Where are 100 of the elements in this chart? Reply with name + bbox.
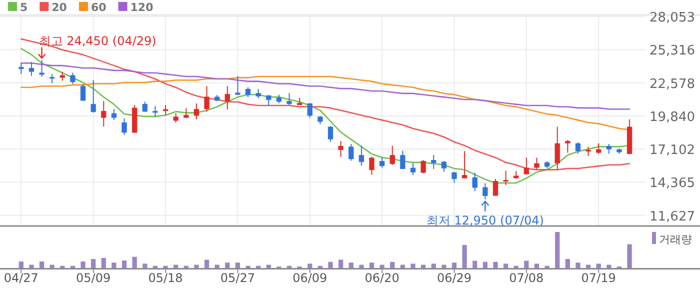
- bar: [101, 258, 106, 268]
- candlestick: [194, 102, 200, 120]
- candlestick: [328, 125, 334, 142]
- bar: [555, 232, 560, 268]
- legend-label: 20: [52, 1, 68, 14]
- bar: [39, 262, 44, 268]
- bar: [369, 262, 374, 268]
- bar: [596, 264, 601, 268]
- bar: [431, 264, 436, 268]
- bar: [380, 264, 384, 268]
- candlestick: [565, 140, 570, 154]
- candlestick: [204, 86, 210, 112]
- bar: [524, 260, 529, 268]
- candlestick: [307, 102, 312, 118]
- candlestick: [39, 60, 44, 78]
- legend-label: 거래량: [659, 233, 692, 246]
- candlestick: [235, 75, 240, 96]
- candlestick: [28, 61, 34, 76]
- candlestick: [369, 156, 374, 176]
- candlestick: [70, 72, 76, 84]
- y-tick-label: 14,365: [650, 176, 695, 192]
- bar: [225, 262, 230, 268]
- bar: [503, 264, 508, 268]
- candlestick: [472, 172, 478, 192]
- candlestick: [410, 162, 416, 176]
- candlestick: [18, 62, 24, 75]
- candlestick: [111, 108, 117, 121]
- bar: [586, 264, 591, 268]
- annotation: 최저 12,950 (07/04): [426, 213, 544, 228]
- bar: [18, 262, 24, 268]
- candlestick: [420, 160, 426, 174]
- bar: [122, 260, 127, 268]
- bar: [50, 264, 54, 268]
- y-tick-label: 17,102: [650, 143, 695, 158]
- x-tick-label: 05/18: [148, 271, 183, 285]
- bar: [29, 264, 34, 268]
- bar: [80, 262, 86, 268]
- candlestick: [575, 142, 581, 154]
- candlestick: [348, 144, 354, 162]
- bar: [400, 264, 405, 268]
- bar: [576, 262, 580, 268]
- line-series: [20, 62, 630, 110]
- candlestick: [184, 108, 189, 118]
- bar: [606, 264, 612, 268]
- x-tick-label: 07/19: [581, 271, 616, 285]
- x-tick-label: 07/08: [509, 271, 544, 285]
- candlestick: [492, 178, 498, 196]
- bar: [174, 264, 178, 268]
- x-tick-label: 06/29: [436, 271, 472, 285]
- bar: [472, 260, 478, 268]
- bar: [390, 262, 395, 268]
- candlestick: [80, 83, 86, 102]
- candlestick: [554, 126, 560, 170]
- legend-label: 5: [20, 1, 28, 14]
- bar: [266, 264, 271, 268]
- legend-label: 60: [90, 1, 107, 14]
- bar: [348, 262, 354, 268]
- bar: [359, 264, 364, 268]
- bar: [194, 264, 199, 268]
- candlestick: [245, 86, 251, 98]
- candlestick: [524, 157, 529, 175]
- candlestick: [503, 170, 508, 186]
- candlestick: [606, 144, 612, 154]
- candlestick: [452, 171, 457, 184]
- bar: [452, 262, 457, 268]
- candlestick: [50, 74, 55, 84]
- candlestick: [462, 150, 468, 179]
- x-tick-label: 06/20: [364, 271, 400, 285]
- bar: [442, 264, 446, 268]
- y-tick-label: 19,840: [650, 110, 695, 125]
- bar: [91, 259, 96, 268]
- bar: [482, 262, 488, 268]
- y-tick-label: 11,627: [650, 209, 695, 224]
- candlestick: [173, 112, 178, 124]
- candlestick: [400, 150, 406, 170]
- x-tick-label: 05/09: [76, 271, 111, 285]
- bar: [112, 262, 116, 268]
- annotation: 최고 24,450 (04/29): [38, 34, 156, 48]
- candlestick: [122, 118, 127, 136]
- candlestick: [379, 156, 385, 168]
- bar: [132, 256, 137, 268]
- candlestick: [286, 92, 292, 106]
- candlestick: [534, 157, 540, 170]
- candlestick: [224, 86, 230, 110]
- x-tick-label: 05/27: [220, 271, 255, 285]
- bar: [142, 264, 148, 268]
- bar: [338, 260, 344, 268]
- bar: [214, 264, 220, 268]
- bar: [565, 259, 570, 268]
- x-tick-label: 04/27: [4, 271, 38, 285]
- legend-label: 120: [130, 1, 154, 14]
- candlestick: [586, 146, 591, 157]
- bar: [328, 262, 333, 268]
- bar: [462, 244, 467, 268]
- bar: [493, 262, 498, 268]
- candlestick: [90, 79, 96, 114]
- candlestick: [441, 160, 447, 172]
- candlestick: [390, 145, 395, 166]
- x-tick-label: 06/09: [292, 271, 328, 285]
- candlestick: [152, 106, 158, 118]
